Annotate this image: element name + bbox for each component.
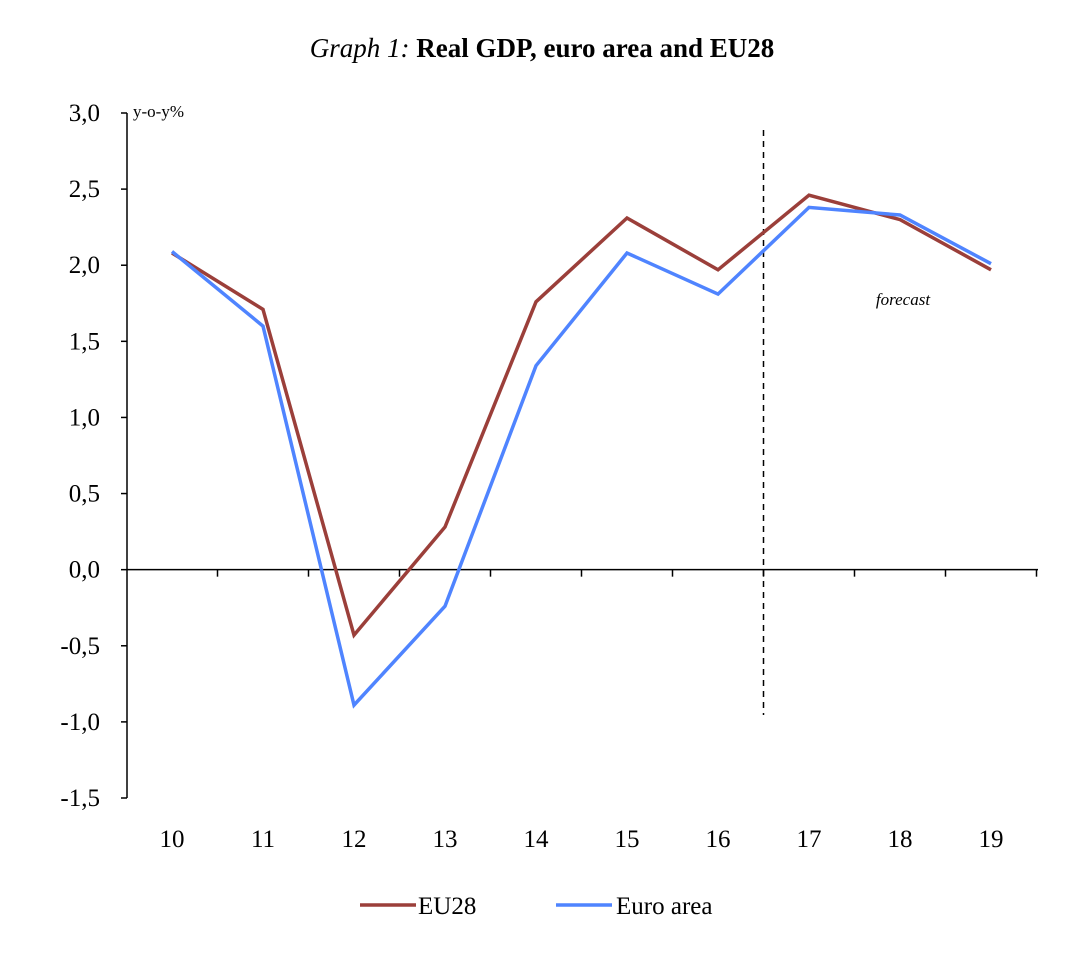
legend-label-eu28: EU28 (418, 893, 476, 920)
x-tick-label: 10 (160, 826, 185, 853)
y-tick-label: -1,5 (60, 785, 100, 812)
legend-label-euro-area: Euro area (616, 893, 712, 920)
legend: EU28 Euro area (360, 893, 712, 920)
x-tick-label: 15 (615, 826, 640, 853)
chart-title: Graph 1: Real GDP, euro area and EU28 (0, 30, 1084, 66)
y-tick-label: 0,5 (69, 481, 100, 508)
y-unit-label: y-o-y% (133, 102, 184, 121)
y-tick-label: 1,0 (69, 404, 100, 431)
series-line-euro-area (170, 205, 992, 709)
y-tick-label: 0,0 (69, 557, 100, 584)
series-line-eu28 (171, 193, 992, 639)
chart-title-main: Real GDP, euro area and EU28 (416, 33, 775, 63)
y-tick-label: 2,5 (69, 176, 100, 203)
x-tick-label: 12 (342, 826, 367, 853)
labels-group: 3,0 2,5 2,0 1,5 1,0 0,5 0,0 -0,5 -1,0 -1,5 10 11 12 1… (60, 100, 1003, 853)
forecast-annotation: forecast (876, 290, 931, 309)
series-group (170, 193, 992, 709)
x-tick-label: 11 (251, 826, 275, 853)
x-tick-label: 13 (433, 826, 458, 853)
x-tick-label: 18 (888, 826, 913, 853)
y-tick-label: -0,5 (60, 633, 100, 660)
y-tick-label: 2,0 (69, 252, 100, 279)
x-tick-label: 14 (524, 826, 550, 853)
y-tick-label: 1,5 (69, 328, 100, 355)
y-tick-label: 3,0 (69, 100, 100, 127)
axes (121, 112, 1038, 799)
x-tick-label: 19 (979, 826, 1004, 853)
x-tick-label: 17 (797, 826, 822, 853)
chart-title-prefix: Graph 1: (309, 33, 410, 63)
y-tick-label: -1,0 (60, 709, 100, 736)
x-tick-label: 16 (706, 826, 731, 853)
